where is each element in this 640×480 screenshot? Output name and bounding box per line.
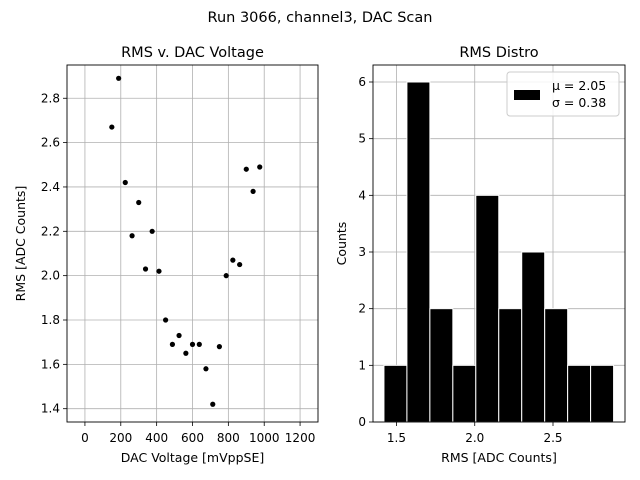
histogram-y-tick-label: 6 [358,75,366,89]
histogram-y-tick-label: 5 [358,132,366,146]
histogram-xlabel: RMS [ADC Counts] [441,450,557,465]
histogram-ticks: 1.5 2.0 2.5 0 1 2 3 4 5 6 [358,75,562,445]
scatter-y-tick-label: 1.8 [41,313,60,327]
scatter-y-tick-label: 1.4 [41,402,60,416]
histogram-panel: RMS Distro 1.5 2.0 2.5 0 1 2 3 4 5 6 RMS [ADC Cou… [334,45,626,465]
scatter-x-tick-label: 0 [81,431,89,445]
scatter-point [169,341,176,347]
histogram-x-tick-label: 2.0 [465,431,484,445]
scatter-point [163,317,169,323]
histogram-x-tick-label: 2.5 [543,431,562,445]
scatter-x-tick-label: 600 [181,431,204,445]
scatter-y-tick-label: 2.4 [41,180,60,194]
scatter-point [203,366,209,372]
scatter-point [109,124,115,130]
figure-title: Run 3066, channel3, DAC Scan [208,10,433,26]
histogram-bar [567,364,592,423]
scatter-y-tick-label: 2.8 [41,91,60,105]
scatter-point [223,273,229,279]
scatter-ticks: 0 200 400 600 800 1000 1200 1.4 1.6 1.8 2.0 2.2 2.4 2… [41,91,315,445]
scatter-ylabel: RMS [ADC Counts] [13,186,28,302]
scatter-panel: RMS v. DAC Voltage 0 200 400 600 800 1000 1200… [13,45,319,465]
legend-swatch [514,90,540,100]
scatter-point [149,228,155,234]
scatter-x-tick-label: 800 [217,431,240,445]
scatter-xlabel: DAC Voltage [mVppSE] [121,450,264,465]
scatter-x-tick-label: 200 [109,431,132,445]
histogram-y-tick-label: 2 [358,302,366,316]
scatter-title: RMS v. DAC Voltage [121,45,264,61]
histogram-axes-frame [372,64,626,423]
scatter-point [189,341,196,347]
scatter-point [136,199,142,206]
histogram-y-tick-label: 3 [358,245,366,259]
scatter-point [210,401,216,407]
scatter-point [196,341,202,347]
histogram-bar [590,364,615,423]
scatter-points [109,75,263,407]
histogram-title: RMS Distro [459,45,538,61]
scatter-point [216,344,222,350]
histogram-bars [383,81,615,423]
legend-box [506,71,620,117]
histogram-bar [383,364,408,423]
histogram-bar [475,194,500,423]
histogram-bar [452,364,477,423]
scatter-point [142,266,149,272]
histogram-bar [521,251,546,423]
legend-mu-label: μ = 2.05 [552,78,606,93]
scatter-point [183,350,189,356]
scatter-x-tick-label: 400 [145,431,168,445]
scatter-point [243,166,249,172]
histogram-legend: μ = 2.05 σ = 0.38 [506,71,620,117]
scatter-point [156,268,162,274]
histogram-bar [498,308,523,423]
histogram-y-tick-label: 1 [358,358,366,372]
scatter-point [257,164,263,170]
histogram-ylabel: Counts [334,222,349,266]
scatter-point [129,233,135,239]
scatter-y-tick-label: 2.2 [41,224,60,238]
scatter-x-tick-label: 1000 [249,431,280,445]
histogram-bar [406,81,431,423]
scatter-point [237,261,243,268]
histogram-y-tick-label: 4 [358,188,366,202]
histogram-x-tick-label: 1.5 [387,431,406,445]
scatter-point [116,75,122,81]
scatter-point [122,179,128,186]
scatter-y-tick-label: 1.6 [41,357,60,371]
scatter-point [250,188,256,194]
scatter-y-tick-label: 2.0 [41,269,60,283]
scatter-point [176,332,182,339]
scatter-x-tick-label: 1200 [285,431,316,445]
scatter-grid [67,65,318,422]
histogram-bar [544,308,569,423]
scatter-point [230,257,236,263]
histogram-bar [429,308,454,423]
histogram-y-tick-label: 0 [358,415,366,429]
scatter-y-tick-label: 2.6 [41,136,60,150]
legend-sigma-label: σ = 0.38 [552,95,606,110]
